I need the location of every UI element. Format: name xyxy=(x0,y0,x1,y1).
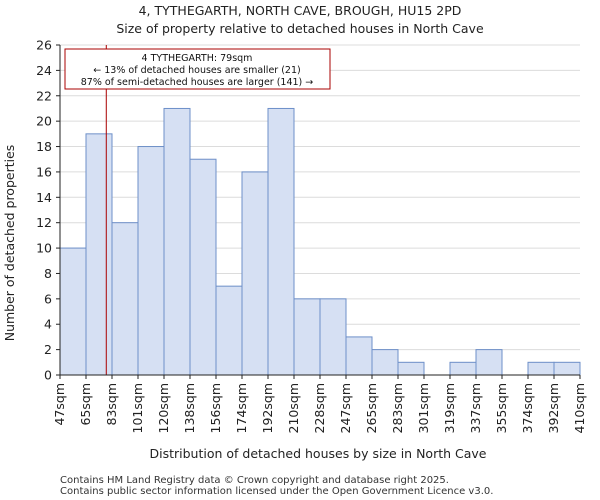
x-tick-label: 210sqm xyxy=(286,383,301,433)
x-tick-label: 101sqm xyxy=(130,383,145,433)
bar xyxy=(449,361,477,376)
x-tick-label: 47sqm xyxy=(52,383,67,426)
bar xyxy=(293,298,321,376)
x-axis-label: Distribution of detached houses by size … xyxy=(150,446,487,461)
bar xyxy=(371,349,399,376)
x-tick-label: 138sqm xyxy=(182,383,197,433)
y-tick-label: 4 xyxy=(44,317,52,332)
x-tick-label: 156sqm xyxy=(208,383,223,433)
y-tick-label: 20 xyxy=(36,114,52,129)
x-tick-label: 392sqm xyxy=(546,383,561,433)
annotation-line-2: ← 13% of detached houses are smaller (21… xyxy=(93,65,300,76)
annotation-line-3: 87% of semi-detached houses are larger (… xyxy=(81,77,314,88)
y-tick-label: 16 xyxy=(36,164,52,179)
bar xyxy=(137,146,165,376)
bar xyxy=(527,361,555,376)
x-tick-label: 355sqm xyxy=(494,383,509,433)
annotation-frame xyxy=(64,48,331,90)
y-tick-label: 24 xyxy=(36,63,52,78)
x-tick-label: 228sqm xyxy=(312,383,327,433)
bar xyxy=(189,158,217,376)
x-tick-labels: 47sqm 65sqm 83sqm 101sqm 120sqm 138sqm 156sqm 1… xyxy=(52,375,587,433)
bar xyxy=(85,133,113,376)
bar xyxy=(319,298,347,376)
chart-title: 4, TYTHEGARTH, NORTH CAVE, BROUGH, HU15 … xyxy=(139,3,462,18)
bar xyxy=(345,336,373,376)
x-tick-label: 192sqm xyxy=(260,383,275,433)
y-tick-label: 2 xyxy=(44,342,52,357)
x-tick-label: 247sqm xyxy=(338,383,353,433)
y-tick-label: 12 xyxy=(36,215,52,230)
bar xyxy=(553,361,581,376)
y-tick-label: 0 xyxy=(44,368,52,383)
bar xyxy=(163,107,191,376)
footer-line-2: Contains public sector information licen… xyxy=(60,486,493,497)
annotation-box: 4 TYTHEGARTH: 79sqm ← 13% of detached ho… xyxy=(64,48,331,90)
x-tick-label: 283sqm xyxy=(390,383,405,433)
bar xyxy=(397,361,425,376)
bars xyxy=(59,107,581,376)
bar xyxy=(215,285,243,376)
y-tick-label: 14 xyxy=(36,190,52,205)
bar xyxy=(111,222,139,376)
x-tick-label: 301sqm xyxy=(416,383,431,433)
footer-line-1: Contains HM Land Registry data © Crown c… xyxy=(60,475,449,486)
y-tick-label: 8 xyxy=(44,266,52,281)
y-tick-label: 22 xyxy=(36,88,52,103)
chart-subtitle: Size of property relative to detached ho… xyxy=(116,21,484,36)
x-tick-label: 410sqm xyxy=(572,383,587,433)
bar xyxy=(267,107,295,376)
x-tick-label: 337sqm xyxy=(468,383,483,433)
x-tick-label: 319sqm xyxy=(442,383,457,433)
y-axis-label: Number of detached properties xyxy=(2,145,17,342)
x-tick-label: 83sqm xyxy=(104,383,119,426)
x-tick-label: 65sqm xyxy=(78,383,93,426)
bar xyxy=(59,247,87,376)
y-tick-label: 10 xyxy=(36,241,52,256)
x-tick-label: 120sqm xyxy=(156,383,171,433)
x-tick-label: 374sqm xyxy=(520,383,535,433)
bar xyxy=(241,171,269,376)
x-tick-label: 265sqm xyxy=(364,383,379,433)
y-tick-label: 6 xyxy=(44,291,52,306)
y-tick-label: 26 xyxy=(36,38,52,53)
x-tick-label: 174sqm xyxy=(234,383,249,433)
y-tick-label: 18 xyxy=(36,139,52,154)
bar xyxy=(475,349,503,376)
annotation-line-1: 4 TYTHEGARTH: 79sqm xyxy=(142,53,253,64)
